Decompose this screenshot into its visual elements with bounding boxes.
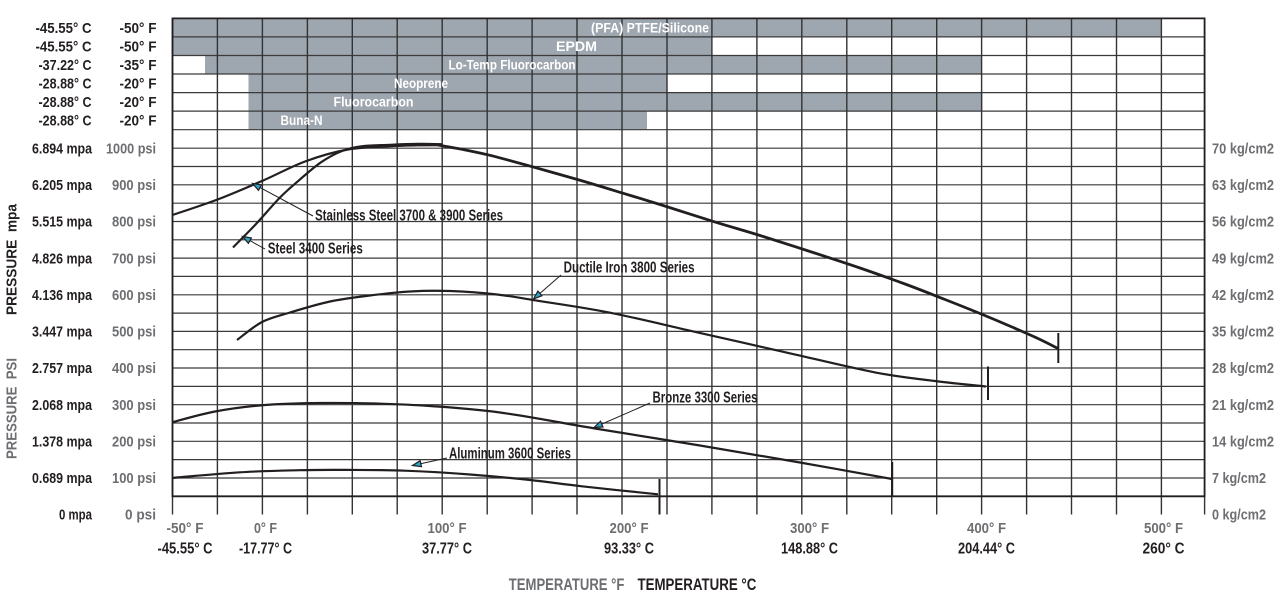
svg-text:0.689 mpa: 0.689 mpa [32, 470, 93, 487]
svg-text:0 kg/cm2: 0 kg/cm2 [1212, 506, 1266, 523]
svg-text:Buna-N: Buna-N [281, 113, 323, 128]
svg-text:Stainless Steel 3700 & 3900 Se: Stainless Steel 3700 & 3900 Series [315, 208, 503, 225]
svg-text:-45.55° C: -45.55° C [158, 541, 213, 558]
svg-text:EPDM: EPDM [556, 39, 597, 54]
svg-text:600 psi: 600 psi [112, 287, 156, 304]
svg-text:TEMPERATURE °F: TEMPERATURE °F [509, 576, 625, 594]
svg-text:14 kg/cm2: 14 kg/cm2 [1212, 434, 1274, 451]
svg-text:260° C: 260° C [1143, 541, 1185, 558]
svg-text:56 kg/cm2: 56 kg/cm2 [1212, 214, 1274, 231]
svg-text:(PFA) PTFE/Silicone: (PFA) PTFE/Silicone [591, 20, 709, 35]
svg-text:Aluminum 3600 Series: Aluminum 3600 Series [449, 446, 571, 463]
svg-text:4.826 mpa: 4.826 mpa [32, 250, 93, 267]
svg-text:35 kg/cm2: 35 kg/cm2 [1212, 324, 1274, 341]
svg-text:49 kg/cm2: 49 kg/cm2 [1212, 250, 1274, 267]
svg-text:Neoprene: Neoprene [394, 76, 448, 91]
svg-text:-37.22° C: -37.22° C [39, 57, 92, 74]
svg-text:-50° F: -50° F [167, 520, 204, 537]
svg-text:4.136 mpa: 4.136 mpa [32, 287, 93, 304]
svg-text:1000 psi: 1000 psi [106, 140, 156, 157]
svg-text:200 psi: 200 psi [112, 434, 156, 451]
svg-text:-17.77° C: -17.77° C [239, 541, 292, 558]
svg-text:148.88° C: 148.88° C [781, 541, 838, 558]
svg-text:400 psi: 400 psi [112, 360, 156, 377]
svg-text:500 psi: 500 psi [112, 324, 156, 341]
svg-text:42 kg/cm2: 42 kg/cm2 [1212, 287, 1274, 304]
svg-text:3.447 mpa: 3.447 mpa [32, 324, 93, 341]
svg-text:-45.55° C: -45.55° C [36, 20, 92, 37]
svg-text:-28.88° C: -28.88° C [39, 76, 92, 93]
svg-text:TEMPERATURE °C: TEMPERATURE °C [638, 576, 757, 594]
svg-text:6.894 mpa: 6.894 mpa [32, 140, 93, 157]
svg-text:-20° F: -20° F [120, 76, 157, 93]
svg-text:0 mpa: 0 mpa [59, 506, 92, 523]
svg-text:-28.88° C: -28.88° C [39, 113, 92, 130]
svg-text:6.205 mpa: 6.205 mpa [32, 177, 93, 194]
svg-text:300 psi: 300 psi [112, 397, 156, 414]
svg-text:28 kg/cm2: 28 kg/cm2 [1212, 360, 1274, 377]
svg-text:Fluorocarbon: Fluorocarbon [334, 95, 414, 110]
svg-text:1.378 mpa: 1.378 mpa [32, 434, 93, 451]
svg-text:0 psi: 0 psi [125, 506, 156, 523]
svg-text:-20° F: -20° F [120, 113, 157, 130]
svg-text:63 kg/cm2: 63 kg/cm2 [1212, 177, 1274, 194]
svg-text:0° F: 0° F [254, 520, 277, 537]
svg-text:5.515 mpa: 5.515 mpa [32, 214, 93, 231]
svg-text:500° F: 500° F [1144, 520, 1183, 537]
svg-text:900 psi: 900 psi [112, 177, 156, 194]
svg-text:-45.55° C: -45.55° C [36, 38, 92, 55]
svg-text:2.757 mpa: 2.757 mpa [32, 360, 93, 377]
svg-text:21 kg/cm2: 21 kg/cm2 [1212, 397, 1274, 414]
svg-text:-28.88° C: -28.88° C [39, 94, 92, 111]
svg-text:Bronze 3300 Series: Bronze 3300 Series [653, 390, 758, 407]
svg-text:70 kg/cm2: 70 kg/cm2 [1212, 140, 1274, 157]
svg-text:-35° F: -35° F [120, 57, 157, 74]
svg-text:-20° F: -20° F [120, 94, 157, 111]
svg-text:800 psi: 800 psi [112, 214, 156, 231]
svg-text:Ductile Iron 3800 Series: Ductile Iron 3800 Series [564, 259, 695, 276]
svg-text:2.068 mpa: 2.068 mpa [32, 397, 93, 414]
svg-text:400° F: 400° F [967, 520, 1006, 537]
svg-text:700 psi: 700 psi [112, 250, 156, 267]
svg-text:300° F: 300° F [790, 520, 829, 537]
svg-text:-50° F: -50° F [120, 20, 157, 37]
svg-text:7 kg/cm2: 7 kg/cm2 [1212, 470, 1266, 487]
svg-text:PRESSURE mpa: PRESSURE mpa [4, 203, 21, 315]
svg-text:93.33° C: 93.33° C [604, 541, 654, 558]
svg-text:-50° F: -50° F [120, 38, 157, 55]
svg-text:37.77° C: 37.77° C [422, 541, 472, 558]
svg-text:100° F: 100° F [428, 520, 467, 537]
svg-text:200° F: 200° F [610, 520, 649, 537]
svg-text:Steel 3400 Series: Steel 3400 Series [268, 240, 363, 257]
svg-text:Lo-Temp Fluorocarbon: Lo-Temp Fluorocarbon [449, 58, 576, 73]
svg-text:204.44° C: 204.44° C [958, 541, 1015, 558]
svg-text:100 psi: 100 psi [112, 470, 156, 487]
svg-text:PRESSURE PSI: PRESSURE PSI [4, 358, 21, 459]
